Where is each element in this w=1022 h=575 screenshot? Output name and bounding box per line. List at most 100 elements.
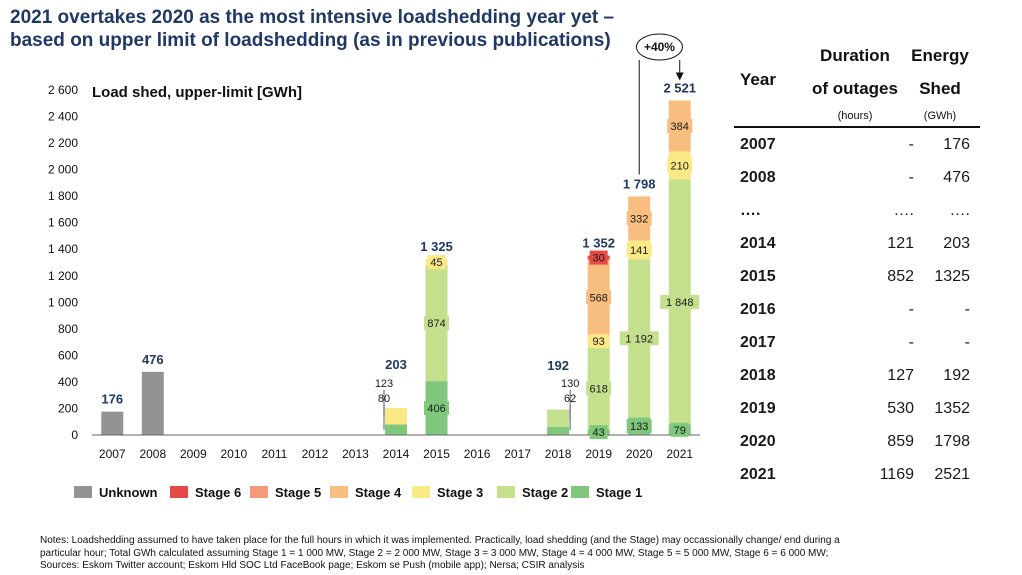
table-header-duration-2: of outages [812, 79, 898, 98]
data-label-bg [667, 158, 693, 173]
data-label: 618 [589, 383, 607, 395]
data-label: 62 [564, 393, 576, 405]
bar-segment [547, 426, 570, 435]
table-cell-duration: - [908, 136, 914, 153]
bar-segment [385, 408, 407, 425]
table-cell-energy: 203 [943, 235, 970, 252]
x-tick-label: 2008 [139, 447, 166, 461]
data-label-bg [589, 334, 608, 349]
table-header-rule [734, 126, 980, 128]
table-header-energy-1: Energy [911, 46, 969, 65]
y-tick-label: 0 [71, 428, 78, 442]
x-tick-label: 2012 [302, 447, 329, 461]
legend-swatch [250, 486, 268, 498]
table-row: 2014 121 203 [734, 235, 984, 261]
data-label-bg [626, 419, 652, 434]
table-cell-year: 2021 [740, 466, 776, 483]
growth-oval [635, 33, 683, 61]
loadshed-stacked-bar-chart: Load shed, upper-limit [GWh] 0 200 400 600 80… [48, 33, 700, 500]
table-cell-energy: - [964, 334, 970, 351]
table-cell-energy: - [964, 301, 970, 318]
table-cell-duration: - [908, 301, 914, 318]
table-cell-energy: 476 [943, 169, 970, 186]
x-tick-label: 2016 [464, 447, 491, 461]
y-tick-label: 2 200 [48, 136, 78, 150]
legend-label: Stage 1 [596, 485, 642, 500]
footnotes: Notes: Loadshedding assumed to have take… [40, 535, 980, 573]
data-label-bg [626, 211, 652, 226]
data-label: 332 [630, 213, 648, 225]
legend-label: Stage 6 [195, 485, 241, 500]
y-tick-label: 600 [58, 348, 78, 362]
legend-swatch [170, 486, 188, 498]
data-label: 43 [593, 427, 605, 439]
table-cell-duration: 1169 [879, 466, 914, 483]
table-cell-energy: 192 [943, 367, 970, 384]
chart-title: Load shed, upper-limit [GWh] [92, 84, 302, 101]
table-cell-year: 2019 [740, 400, 776, 417]
table-row: 2016 - - [734, 301, 984, 327]
legend-label: Stage 3 [437, 485, 483, 500]
data-label-bg [586, 290, 612, 305]
table-cell-energy: 176 [943, 136, 970, 153]
legend-swatch [571, 486, 589, 498]
table-cell-duration: - [908, 334, 914, 351]
data-label-bg [424, 401, 450, 416]
table-cell-energy: 1352 [934, 400, 970, 417]
x-tick-label: 2020 [626, 447, 653, 461]
data-label: 93 [593, 336, 605, 348]
total-label: 176 [101, 392, 123, 407]
x-tick-label: 2019 [585, 447, 612, 461]
table-cell-year: …. [740, 202, 761, 219]
x-tick-label: 2018 [545, 447, 572, 461]
table-cell-year: 2020 [740, 433, 776, 450]
data-label-bg [626, 242, 652, 257]
data-label: 45 [430, 257, 442, 269]
x-tick-label: 2010 [221, 447, 248, 461]
table-row: …. …. …. [734, 202, 984, 228]
table-cell-energy: 2521 [934, 466, 970, 483]
table-row: 2020 859 1798 [734, 433, 984, 459]
data-label: 133 [630, 421, 648, 433]
bar-segment [141, 371, 164, 435]
data-label: 568 [589, 292, 607, 304]
legend-label: Unknown [99, 485, 158, 500]
table-cell-year: 2017 [740, 334, 776, 351]
table-unit-duration: (hours) [837, 110, 873, 122]
data-label: 1 192 [625, 333, 653, 345]
legend-label: Stage 4 [355, 485, 402, 500]
x-tick-label: 2014 [383, 447, 410, 461]
table-cell-duration: 127 [887, 367, 914, 384]
table-row: 2008 - 476 [734, 169, 984, 195]
y-tick-label: 2 400 [48, 110, 78, 124]
total-label: 476 [142, 352, 164, 367]
table-cell-year: 2016 [740, 301, 776, 318]
legend-swatch [497, 486, 515, 498]
data-label-bg [619, 331, 659, 346]
table-cell-duration: 852 [887, 268, 914, 285]
table-cell-duration: 859 [887, 433, 914, 450]
legend-label: Stage 5 [275, 485, 321, 500]
table-cell-duration: 121 [887, 235, 914, 252]
y-tick-label: 1 000 [48, 295, 78, 309]
note-line-2: particular hour; Total GWh calculated as… [40, 547, 829, 559]
legend-label: Stage 2 [522, 485, 568, 500]
table-row: 2018 127 192 [734, 367, 984, 393]
table-row: 2007 - 176 [734, 136, 984, 162]
table-cell-year: 2008 [740, 169, 776, 186]
table-cell-energy: …. [949, 202, 970, 219]
title-line-2: based on upper limit of loadshedding (as… [10, 30, 611, 51]
x-tick-label: 2007 [99, 447, 126, 461]
data-label-bg [589, 250, 608, 265]
data-label: 80 [378, 393, 390, 405]
total-label: 192 [547, 358, 569, 373]
growth-label: +40% [644, 40, 675, 54]
total-label: 1 798 [623, 176, 656, 191]
y-tick-label: 1 200 [48, 269, 78, 283]
data-label-bg [424, 316, 450, 331]
x-tick-label: 2015 [423, 447, 450, 461]
data-label: 130 [561, 378, 579, 390]
table-row: 2021 1169 2521 [734, 466, 984, 492]
bar-segment [547, 409, 570, 427]
table-cell-year: 2015 [740, 268, 776, 285]
